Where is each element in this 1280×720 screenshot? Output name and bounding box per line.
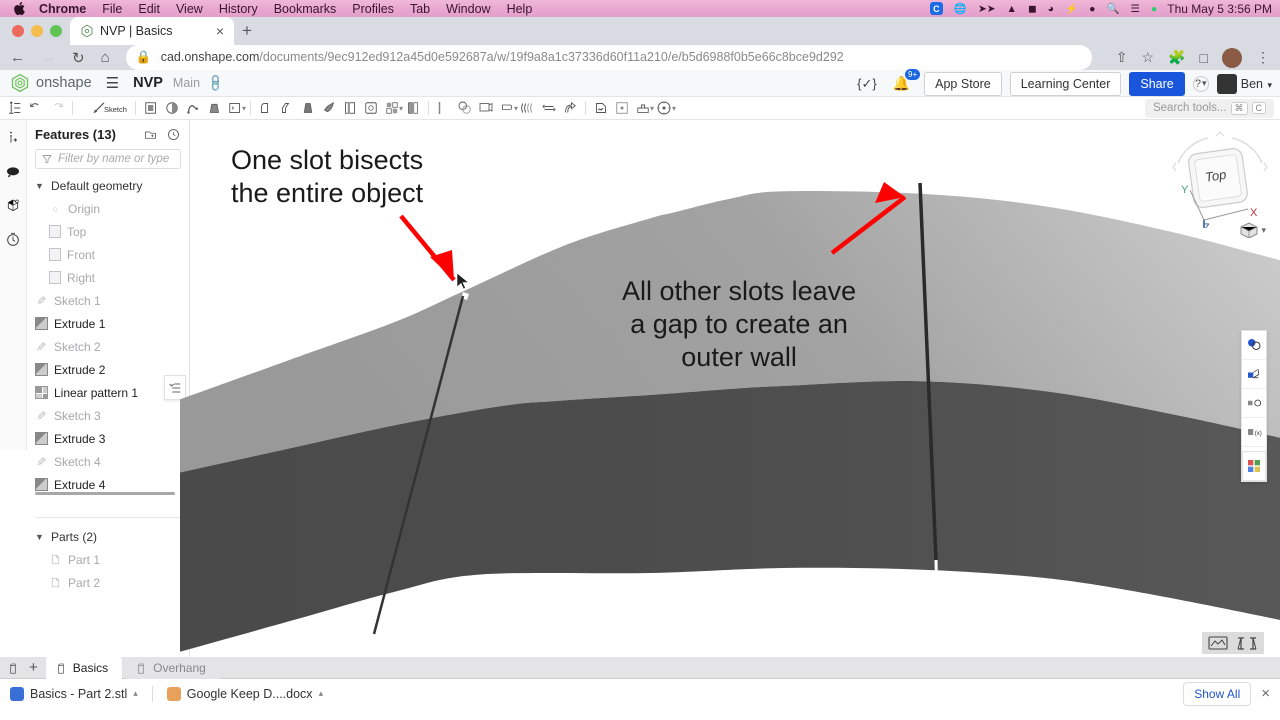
svg-text:X: X <box>1250 207 1258 219</box>
svg-text:Top: Top <box>1204 167 1227 185</box>
svg-text:Y: Y <box>1181 184 1189 196</box>
svg-text:(x): (x) <box>1255 431 1262 437</box>
